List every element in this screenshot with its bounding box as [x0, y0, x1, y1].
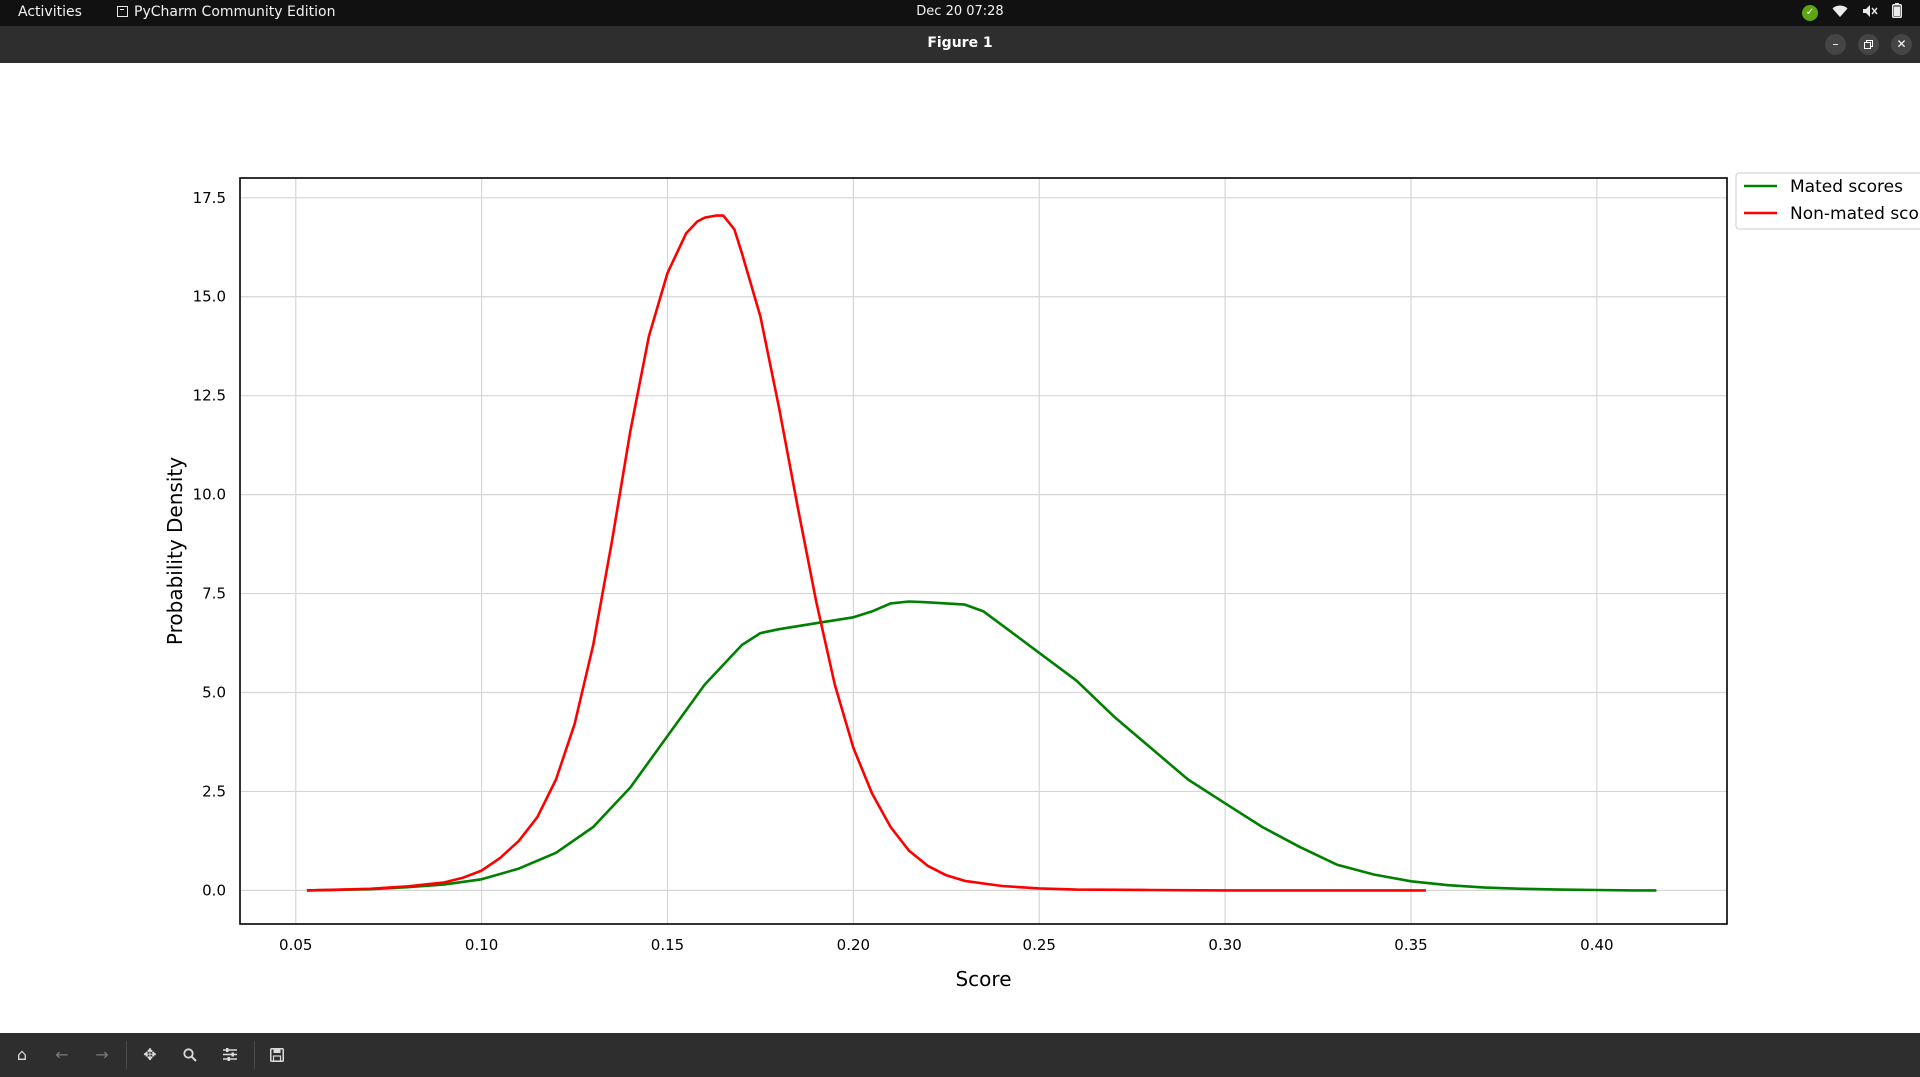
- zoom-icon[interactable]: [178, 1043, 202, 1067]
- y-tick-label: 5.0: [202, 683, 226, 701]
- plot-frame: [239, 177, 1728, 925]
- series-lines: [306, 214, 1657, 892]
- system-top-bar: Activities PyCharm Community Edition Dec…: [0, 0, 1920, 26]
- x-tick-label: 0.30: [1208, 936, 1241, 954]
- minimize-icon[interactable]: –: [1825, 34, 1846, 55]
- line-chart[interactable]: 0.05 0.10 0.15 0.20 0.25 0.30 0.35 0.40 0.0 2.5 5.…: [0, 63, 1920, 1033]
- volume-muted-icon[interactable]: [1862, 4, 1878, 23]
- y-tick-label: 17.5: [193, 189, 226, 207]
- x-tick-label: 0.20: [837, 936, 870, 954]
- clock[interactable]: Dec 20 07:28: [916, 4, 1004, 19]
- y-tick-label: 10.0: [193, 486, 226, 504]
- y-tick-label: 15.0: [193, 288, 226, 306]
- x-tick-label: 0.15: [651, 936, 684, 954]
- legend: Mated scores Non-mated scores: [1735, 172, 1920, 230]
- matplotlib-toolbar: ⌂ ← → ✥: [0, 1033, 1920, 1077]
- save-icon[interactable]: [265, 1043, 289, 1067]
- toolbar-separator: [254, 1041, 255, 1069]
- window-title: Figure 1: [927, 35, 993, 51]
- toolbar-separator: [126, 1041, 127, 1069]
- system-tray[interactable]: ✓: [1802, 3, 1902, 23]
- series-line-non-mated: [306, 214, 1426, 892]
- y-axis-label: Probability Density: [163, 457, 187, 645]
- y-tick-label: 12.5: [193, 387, 226, 405]
- close-icon[interactable]: ✕: [1891, 34, 1912, 55]
- x-axis-label: Score: [955, 967, 1011, 991]
- app-name: PyCharm Community Edition: [134, 4, 336, 20]
- restore-icon[interactable]: [1858, 34, 1879, 55]
- configure-subplots-icon[interactable]: [218, 1043, 242, 1067]
- x-tick-label: 0.25: [1023, 936, 1056, 954]
- app-menu[interactable]: PyCharm Community Edition: [117, 4, 335, 20]
- back-icon[interactable]: ←: [55, 1045, 69, 1064]
- y-tick-label: 2.5: [202, 782, 226, 800]
- x-tick-label: 0.35: [1394, 936, 1427, 954]
- x-tick-label: 0.05: [279, 936, 312, 954]
- battery-icon[interactable]: [1892, 3, 1902, 23]
- y-tick-label: 7.5: [202, 585, 226, 603]
- wifi-icon[interactable]: [1832, 4, 1848, 23]
- axis-ticks: 0.05 0.10 0.15 0.20 0.25 0.30 0.35 0.40 0.0 2.5 5.…: [193, 189, 1614, 954]
- y-tick-label: 0.0: [202, 881, 226, 899]
- x-tick-label: 0.10: [465, 936, 498, 954]
- activities-button[interactable]: Activities: [18, 4, 82, 20]
- legend-label-non-mated: Non-mated scores: [1790, 204, 1920, 224]
- figure-canvas[interactable]: 0.05 0.10 0.15 0.20 0.25 0.30 0.35 0.40 0.0 2.5 5.…: [0, 63, 1920, 1033]
- legend-label-mated: Mated scores: [1790, 177, 1903, 197]
- update-check-icon[interactable]: ✓: [1802, 5, 1818, 21]
- window-title-bar[interactable]: Figure 1 – ✕: [0, 26, 1920, 63]
- pycharm-icon: [117, 5, 128, 17]
- grid-lines: [240, 178, 1727, 924]
- home-icon[interactable]: ⌂: [16, 1045, 28, 1064]
- series-line-mated: [306, 600, 1657, 892]
- forward-icon[interactable]: →: [95, 1045, 109, 1064]
- pan-icon[interactable]: ✥: [143, 1045, 157, 1064]
- legend-box: [1735, 172, 1920, 230]
- x-tick-label: 0.40: [1580, 936, 1613, 954]
